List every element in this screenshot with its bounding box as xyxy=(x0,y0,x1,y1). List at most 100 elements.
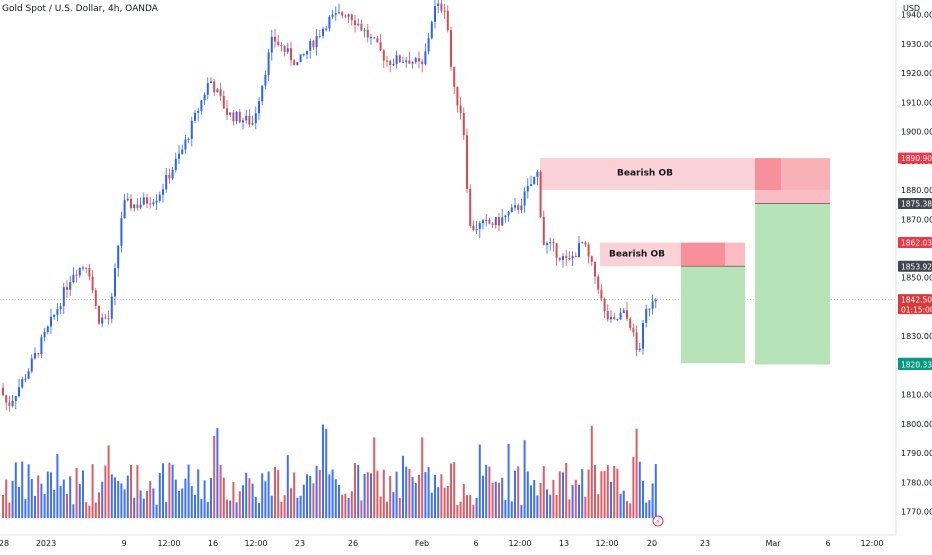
volume-bar xyxy=(261,473,264,518)
candle-body xyxy=(466,135,468,189)
candle-body xyxy=(120,218,123,246)
volume-bar xyxy=(517,466,520,518)
x-tick-label: 13 xyxy=(559,539,569,548)
candle-body xyxy=(136,204,139,208)
candle-body xyxy=(142,197,145,205)
volume-bar xyxy=(568,499,571,518)
candle-body xyxy=(222,95,225,109)
volume-bar xyxy=(190,486,193,518)
volume-bar xyxy=(488,466,491,518)
volume-bar xyxy=(469,494,472,518)
volume-bar xyxy=(440,474,443,518)
volume-bar xyxy=(562,472,564,518)
y-tick-label: 1930.000 xyxy=(901,40,932,49)
candle-body xyxy=(2,387,4,396)
candle-body xyxy=(485,219,488,221)
volume-bar xyxy=(277,470,280,518)
volume-bar xyxy=(299,495,302,518)
volume-bar xyxy=(229,500,232,518)
candle-body xyxy=(306,50,308,55)
volume-bar xyxy=(283,495,286,518)
candle-body xyxy=(482,220,484,224)
volume-bar xyxy=(203,480,206,518)
volume-bar xyxy=(437,487,440,518)
volume-bar xyxy=(286,455,289,518)
candle-body xyxy=(219,89,222,96)
volume-bar xyxy=(104,465,107,518)
volume-bar xyxy=(450,463,452,518)
candle-body xyxy=(475,229,478,231)
volume-bar xyxy=(197,469,200,518)
candle-body xyxy=(11,401,14,407)
volume-bar xyxy=(635,428,638,518)
candle-body xyxy=(629,318,632,329)
y-tick-label: 1810.000 xyxy=(901,391,932,400)
volume-bar xyxy=(69,476,72,518)
volume-bar xyxy=(402,455,404,518)
volume-bar xyxy=(478,444,481,518)
candle-body xyxy=(360,23,363,31)
volume-bar xyxy=(328,474,331,518)
volume-bar xyxy=(491,482,494,518)
volume-bar xyxy=(510,501,513,518)
candle-body xyxy=(488,219,491,224)
volume-bar xyxy=(82,470,84,518)
volume-bar xyxy=(251,483,254,518)
candle-body xyxy=(334,13,337,15)
x-tick-label: 12:00 xyxy=(860,539,883,548)
volume-bar xyxy=(558,471,561,518)
volume-bar xyxy=(117,481,120,518)
candle-body xyxy=(552,242,555,244)
candle-body xyxy=(126,198,129,201)
volume-bar xyxy=(555,494,558,518)
volume-bar xyxy=(405,466,408,518)
candle-body xyxy=(613,317,616,320)
candle-body xyxy=(584,242,587,245)
volume-bar xyxy=(296,497,299,518)
x-tick-label: 23 xyxy=(700,539,710,548)
candle-body xyxy=(162,189,164,195)
volume-bar xyxy=(56,453,59,518)
volume-bar xyxy=(27,464,30,518)
volume-bar xyxy=(2,495,4,518)
candle-body xyxy=(123,200,126,219)
candle-body xyxy=(373,37,376,39)
volume-bar xyxy=(40,483,43,518)
candle-body xyxy=(8,402,11,407)
candle-body xyxy=(248,115,251,125)
candle-body xyxy=(66,287,68,290)
volume-bar xyxy=(389,475,392,518)
candle-body xyxy=(456,86,459,106)
candle-body xyxy=(354,20,356,26)
volume-bar xyxy=(306,474,308,518)
volume-bar xyxy=(526,471,529,518)
volume-bar xyxy=(645,502,648,518)
candle-body xyxy=(184,139,187,150)
volume-bar xyxy=(139,490,142,518)
candle-body xyxy=(414,58,417,63)
volume-bar xyxy=(338,484,340,518)
volume-bar xyxy=(94,502,97,518)
volume-bar xyxy=(584,496,587,518)
volume-bar xyxy=(120,483,123,518)
x-tick-label: 6 xyxy=(473,539,478,548)
candle-body xyxy=(203,94,206,101)
candle-body xyxy=(606,311,609,320)
volume-bar xyxy=(594,465,596,518)
volume-bar xyxy=(158,473,161,518)
candle-body xyxy=(312,40,315,48)
volume-bar xyxy=(206,501,209,518)
candle-body xyxy=(635,332,638,351)
candle-body xyxy=(517,205,520,211)
volume-bar xyxy=(395,471,398,518)
candle-body xyxy=(386,60,388,62)
candle-body xyxy=(40,337,43,355)
volume-bar xyxy=(88,505,91,518)
candle-body xyxy=(491,223,494,225)
volume-bar xyxy=(430,492,433,518)
price-marker-label: 1842.500 xyxy=(901,296,932,305)
candle-body xyxy=(296,62,299,66)
volume-bar xyxy=(571,485,574,518)
